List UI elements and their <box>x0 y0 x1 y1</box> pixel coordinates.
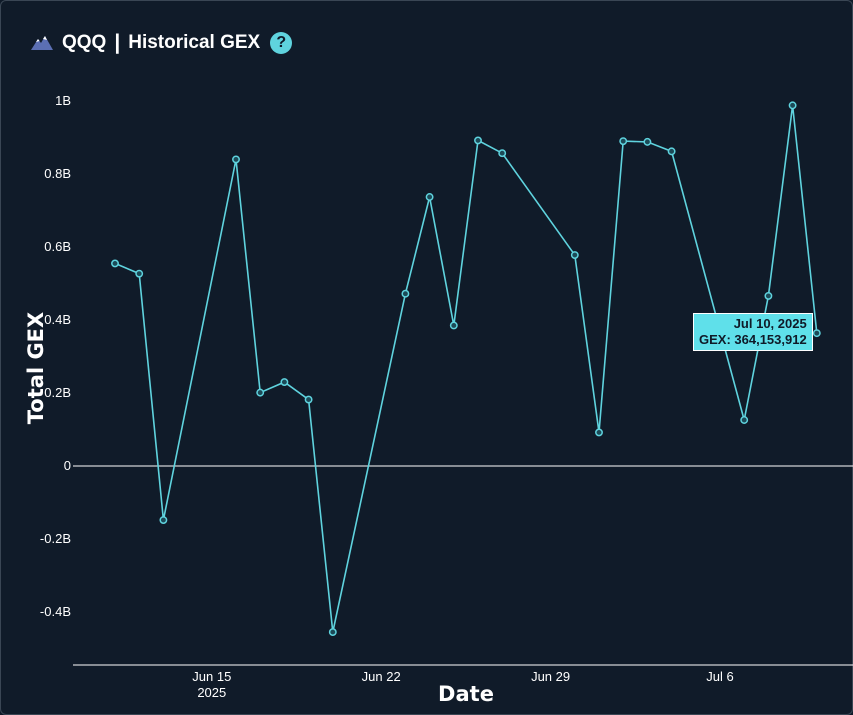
title-separator: | <box>114 31 121 54</box>
data-point[interactable] <box>159 516 168 524</box>
data-point[interactable] <box>401 289 410 298</box>
data-point[interactable] <box>619 137 628 146</box>
x-axis-label: Date <box>438 682 494 706</box>
x-tick-label: Jun 15 <box>192 669 231 684</box>
chart-title: Historical GEX <box>128 32 261 53</box>
data-point[interactable] <box>788 101 797 110</box>
y-tick-label: 0.4B <box>44 312 71 327</box>
data-point[interactable] <box>425 193 434 201</box>
tooltip-date: Jul 10, 2025 <box>733 316 807 332</box>
y-tick-label: 0 <box>64 458 71 473</box>
y-tick-label: 0.6B <box>44 239 71 254</box>
data-point[interactable] <box>304 395 313 404</box>
data-point[interactable] <box>764 291 773 300</box>
help-icon[interactable]: ? <box>270 32 293 54</box>
chart-header: QQQ | Historical GEX ? <box>30 28 293 58</box>
data-point[interactable] <box>474 136 482 145</box>
y-tick-label: 0.2B <box>44 385 71 400</box>
series-line <box>114 105 818 633</box>
data-point[interactable] <box>667 147 676 156</box>
x-tick-label: Jun 29 <box>531 669 570 684</box>
ticker-label: QQQ <box>62 32 107 53</box>
data-point[interactable] <box>498 149 507 158</box>
y-tick-label: 0.8B <box>44 166 71 181</box>
data-point[interactable] <box>449 321 458 330</box>
data-point[interactable] <box>232 155 240 164</box>
data-point[interactable] <box>111 259 119 268</box>
y-tick-label: -0.2B <box>40 531 71 546</box>
data-point[interactable] <box>570 251 579 259</box>
data-points <box>111 101 821 637</box>
x-tick-label: Jun 22 <box>362 669 401 684</box>
mountain-logo-icon <box>31 36 53 50</box>
x-tick-label: Jul 6 <box>706 669 733 684</box>
data-point[interactable] <box>135 269 144 278</box>
data-point[interactable] <box>812 329 821 338</box>
data-point[interactable] <box>328 628 337 637</box>
data-point[interactable] <box>595 428 603 437</box>
tooltip-value: GEX: 364,153,912 <box>699 332 807 348</box>
hover-tooltip: Jul 10, 2025 GEX: 364,153,912 <box>693 313 813 352</box>
y-tick-label: -0.4B <box>40 604 71 619</box>
y-axis-ticks: 1B 0.8B 0.6B 0.4B 0.2B 0 -0.2B -0.4B <box>40 93 71 619</box>
data-point[interactable] <box>280 378 289 386</box>
y-axis-label: Total GEX <box>24 312 48 424</box>
y-tick-label: 1B <box>55 93 71 108</box>
data-point[interactable] <box>643 137 652 146</box>
data-point[interactable] <box>740 416 749 424</box>
data-point[interactable] <box>256 388 265 397</box>
x-tick-sublabel: 2025 <box>197 685 226 700</box>
